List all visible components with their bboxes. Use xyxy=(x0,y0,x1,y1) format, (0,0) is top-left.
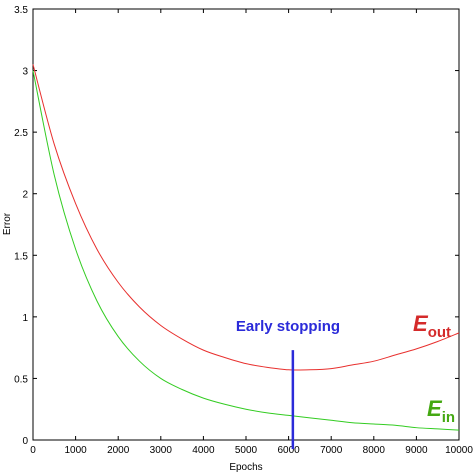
series-label-e-in: Ein xyxy=(427,396,455,426)
y-tick-label: 3.5 xyxy=(14,5,28,16)
x-tick-label: 8000 xyxy=(363,445,386,456)
x-tick-label: 1000 xyxy=(64,445,87,456)
y-tick-label: 0.5 xyxy=(14,374,28,385)
series-label-e-out: Eout xyxy=(413,311,451,341)
y-tick-label: 2 xyxy=(22,190,28,201)
series-line-e-in xyxy=(32,70,460,431)
x-tick-label: 4000 xyxy=(192,445,215,456)
annotation-layer: Early stopping xyxy=(236,318,340,449)
x-tick-label: 5000 xyxy=(235,445,258,456)
x-tick-label: 2000 xyxy=(107,445,130,456)
series-line-e-out xyxy=(32,64,460,371)
series-layer: Eout Ein xyxy=(32,64,460,431)
y-tick-label: 1 xyxy=(22,313,28,324)
x-axis-label: Epochs xyxy=(229,462,262,473)
axes: 0 1000 2000 3000 4000 5000 6000 7000 8000 9000 100… xyxy=(14,5,473,456)
y-axis-label: Error xyxy=(2,212,13,235)
x-tick-label: 7000 xyxy=(320,445,343,456)
y-tick-label: 2.5 xyxy=(14,128,28,139)
early-stopping-label: Early stopping xyxy=(236,318,340,335)
y-tick-label: 1.5 xyxy=(14,251,28,262)
x-tick-label: 9000 xyxy=(405,445,428,456)
x-tick-label: 0 xyxy=(30,445,36,456)
x-tick-label: 3000 xyxy=(150,445,173,456)
y-tick-label: 3 xyxy=(22,67,28,78)
y-tick-label: 0 xyxy=(22,436,28,447)
plot-frame xyxy=(32,8,460,441)
x-tick-label: 10000 xyxy=(445,445,473,456)
x-tick-label: 6000 xyxy=(277,445,300,456)
